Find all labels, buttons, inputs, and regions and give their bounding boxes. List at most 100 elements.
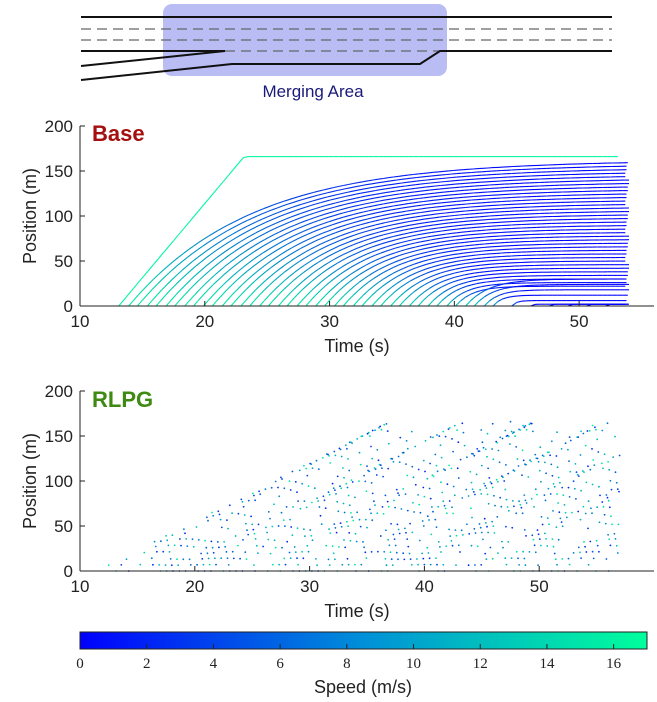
base-trajectory-segment: [437, 285, 444, 290]
rlpg-point: [402, 451, 405, 454]
base-trajectory-segment: [443, 254, 449, 257]
base-trajectory-segment: [409, 220, 415, 223]
rlpg-point: [387, 505, 390, 508]
base-trajectory-segment: [481, 257, 487, 259]
rlpg-point: [546, 545, 549, 547]
base-trajectory-segment: [393, 230, 399, 233]
base-trajectory-segment: [280, 256, 287, 261]
base-trajectory-segment: [420, 211, 426, 214]
base-trajectory-segment: [380, 255, 386, 259]
base-trajectory-segment: [409, 254, 415, 258]
base-trajectory-segment: [358, 207, 364, 210]
rlpg-point: [489, 546, 492, 549]
base-trajectory-segment: [384, 198, 390, 201]
base-trajectory-segment: [400, 218, 406, 221]
rlpg-point: [534, 551, 537, 554]
base-trajectory-segment: [206, 246, 213, 251]
base-x-tick-label: 30: [320, 312, 339, 331]
base-trajectory-segment: [312, 268, 319, 274]
base-trajectory-segment: [484, 267, 490, 269]
rlpg-point: [556, 431, 558, 434]
rlpg-point: [525, 463, 527, 466]
base-trajectory-segment: [416, 204, 422, 207]
road-schematic: Merging Area: [80, 4, 612, 101]
base-trajectory-segment: [288, 197, 294, 201]
rlpg-point: [176, 558, 178, 561]
base-trajectory-segment: [196, 245, 203, 251]
rlpg-point: [377, 459, 380, 462]
base-trajectory-segment: [428, 228, 434, 231]
rlpg-point: [338, 546, 340, 548]
rlpg-point: [180, 544, 182, 547]
base-trajectory-segment: [260, 271, 267, 277]
rlpg-point: [577, 510, 580, 513]
base-trajectory-segment: [301, 197, 308, 201]
rlpg-point: [530, 460, 533, 463]
rlpg-point: [418, 539, 421, 542]
base-trajectory-segment: [416, 233, 422, 236]
base-trajectory-segment: [274, 275, 281, 281]
rlpg-point: [253, 532, 256, 535]
rlpg-point: [459, 551, 461, 553]
base-trajectory-segment: [309, 217, 315, 220]
base-trajectory-segment: [313, 261, 319, 266]
rlpg-point: [479, 488, 481, 491]
rlpg-point: [402, 552, 405, 555]
base-trajectory-segment: [406, 209, 412, 212]
base-trajectory-segment: [437, 255, 444, 259]
base-trajectory-segment: [431, 206, 437, 209]
base-trajectory-segment: [230, 237, 237, 242]
base-trajectory-segment: [205, 253, 212, 259]
base-trajectory-segment: [233, 163, 239, 170]
base-trajectory-segment: [304, 214, 310, 217]
base-trajectory-segment: [293, 196, 299, 199]
base-trajectory-segment: [511, 301, 518, 307]
base-trajectory-segment: [234, 247, 241, 252]
base-trajectory-segment: [295, 212, 302, 216]
base-trajectory-segment: [389, 261, 395, 265]
base-trajectory-segment: [478, 278, 484, 281]
base-trajectory-segment: [470, 261, 476, 264]
base-trajectory-segment: [418, 256, 424, 259]
base-trajectory-segment: [430, 242, 436, 245]
base-trajectory-segment: [500, 283, 506, 286]
rlpg-point: [288, 480, 291, 482]
base-trajectory-segment: [334, 209, 340, 212]
base-trajectory-segment: [431, 174, 437, 177]
rlpg-point: [120, 564, 123, 566]
rlpg-point: [328, 493, 331, 496]
base-trajectory-segment: [442, 283, 449, 287]
rlpg-point: [591, 483, 594, 486]
rlpg-point: [367, 431, 370, 434]
base-trajectory-segment: [426, 262, 433, 265]
rlpg-point: [613, 532, 616, 535]
base-trajectory-segment: [410, 283, 416, 288]
rlpg-point: [351, 442, 353, 444]
base-trajectory-segment: [454, 246, 460, 248]
rlpg-point: [497, 449, 500, 452]
rlpg-point: [516, 458, 519, 460]
base-trajectory-segment: [434, 216, 440, 219]
base-trajectory-segment: [128, 299, 135, 307]
rlpg-point: [586, 430, 589, 432]
rlpg-point: [347, 525, 349, 528]
base-trajectory-segment: [458, 249, 464, 251]
rlpg-point: [297, 500, 299, 502]
rlpg-point: [429, 436, 432, 438]
base-trajectory-segment: [359, 199, 365, 202]
base-trajectory-segment: [209, 274, 216, 281]
base-trajectory-segment: [310, 207, 316, 211]
rlpg-point: [432, 510, 434, 513]
rlpg-point: [316, 564, 318, 567]
base-trajectory-segment: [408, 300, 415, 307]
base-trajectory-segment: [386, 240, 393, 243]
base-trajectory-segment: [255, 275, 262, 281]
base-trajectory-segment: [425, 239, 431, 242]
rlpg-point: [393, 538, 396, 540]
base-trajectory-segment: [390, 190, 396, 193]
base-trajectory-segment: [402, 265, 409, 270]
base-trajectory-segment: [405, 184, 411, 187]
rlpg-point: [429, 497, 432, 500]
rlpg-point: [511, 500, 514, 502]
base-trajectory-segment: [315, 202, 321, 205]
